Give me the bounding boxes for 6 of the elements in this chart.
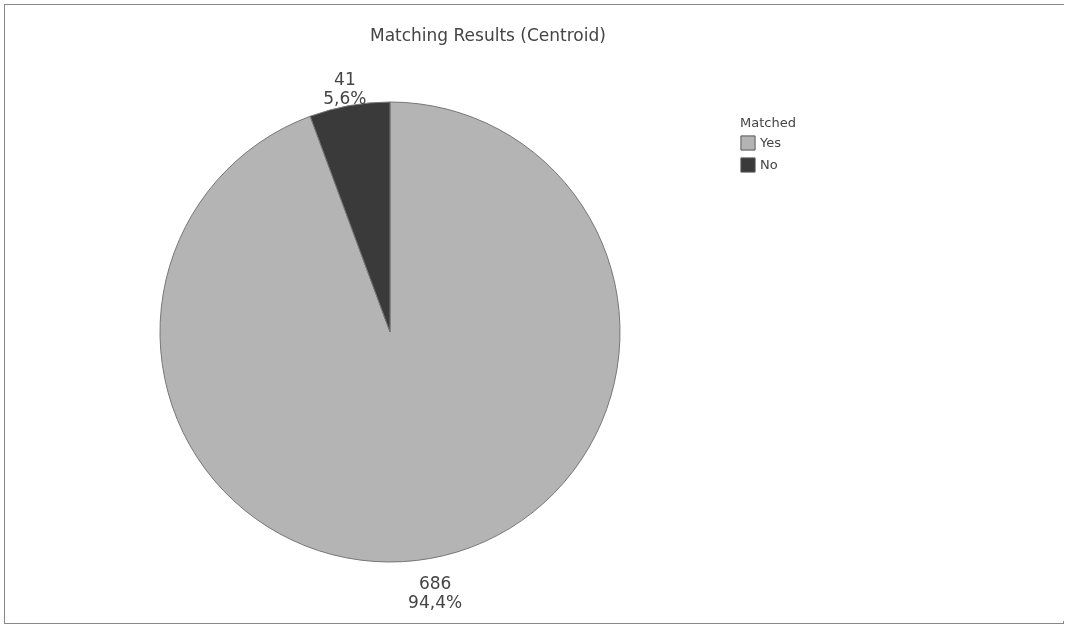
chart-title: Matching Results (Centroid) (370, 25, 606, 45)
data-label: 41 5,6% (323, 69, 367, 109)
legend-title: Matched (740, 115, 796, 130)
data-label: 686 94,4% (408, 572, 463, 612)
legend-label: No (760, 157, 778, 172)
legend-label: Yes (759, 135, 782, 150)
